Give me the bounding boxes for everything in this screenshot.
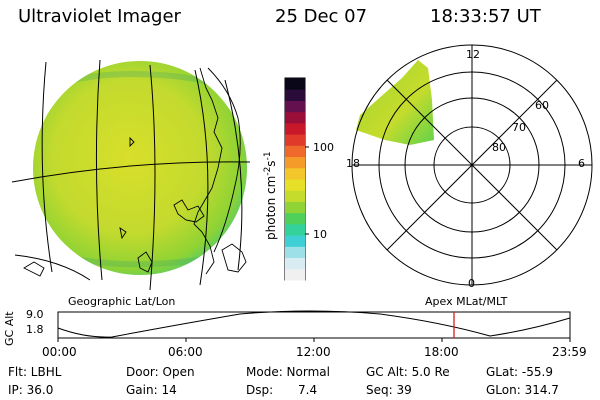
- footer-seq: Seq: 39: [366, 383, 412, 397]
- colorbar-band: [285, 212, 305, 225]
- footer-gain: Gain: 14: [126, 383, 177, 397]
- colorbar-band: [285, 156, 305, 169]
- polar-plot: [351, 44, 593, 286]
- xtick-1200: 12:00: [296, 345, 331, 359]
- date-label: 25 Dec 07: [275, 6, 368, 27]
- footer-dsp-value: 7.4: [298, 383, 318, 397]
- gc-alt-axis-label: GC Alt: [3, 311, 16, 346]
- colorbar: [284, 77, 309, 281]
- colorbar-band: [285, 134, 305, 146]
- xtick-0000: 00:00: [42, 345, 77, 359]
- colorbar-tick-10: 10: [313, 228, 327, 241]
- footer-gc-alt: GC Alt: 5.0 Re: [366, 365, 450, 379]
- colorbar-band: [285, 111, 305, 124]
- caption-geographic: Geographic Lat/Lon: [68, 295, 176, 308]
- footer-dsp-label: Dsp:: [246, 383, 274, 397]
- xtick-1800: 18:00: [424, 345, 459, 359]
- mlt-label-18: 18: [346, 157, 360, 170]
- colorbar-band: [285, 89, 305, 101]
- footer-filter: Flt: LBHL: [8, 365, 62, 379]
- colorbar-band: [285, 201, 305, 214]
- mlt-label-12: 12: [466, 48, 480, 61]
- mlt-label-0: 0: [468, 277, 475, 290]
- colorbar-band: [285, 167, 305, 180]
- xtick-2359: 23:59: [552, 345, 587, 359]
- gc-alt-ymin: 1.8: [26, 323, 44, 336]
- colorbar-band: [285, 190, 305, 202]
- gc-alt-ymax: 9.0: [26, 308, 44, 321]
- time-label: 18:33:57 UT: [430, 6, 541, 27]
- colorbar-band: [285, 122, 305, 135]
- footer-glat: GLat: -55.9: [486, 365, 553, 379]
- colorbar-band: [285, 78, 305, 90]
- colorbar-band: [285, 179, 305, 191]
- colorbar-band: [285, 257, 305, 270]
- instrument-title: Ultraviolet Imager: [18, 6, 181, 27]
- colorbar-band: [285, 235, 305, 247]
- lat-label-60: 60: [535, 99, 549, 112]
- colorbar-band: [285, 145, 305, 158]
- altitude-strip: [57, 310, 571, 342]
- mlt-label-6: 6: [578, 157, 585, 170]
- xtick-0600: 06:00: [168, 345, 203, 359]
- footer-glon: GLon: 314.7: [486, 383, 559, 397]
- footer-door: Door: Open: [126, 365, 195, 379]
- colorbar-band: [285, 246, 305, 259]
- footer-ip: IP: 36.0: [8, 383, 54, 397]
- colorbar-band: [285, 268, 305, 281]
- colorbar-band: [285, 100, 305, 113]
- footer-mode: Mode: Normal: [246, 365, 330, 379]
- colorbar-band: [285, 223, 305, 236]
- colorbar-tick-100: 100: [313, 141, 334, 154]
- lat-label-80: 80: [492, 141, 506, 154]
- geographic-image: [11, 59, 251, 291]
- colorbar-unit-label: photon cm-2s-1: [263, 151, 278, 240]
- lat-label-70: 70: [512, 121, 526, 134]
- caption-apex: Apex MLat/MLT: [425, 295, 508, 308]
